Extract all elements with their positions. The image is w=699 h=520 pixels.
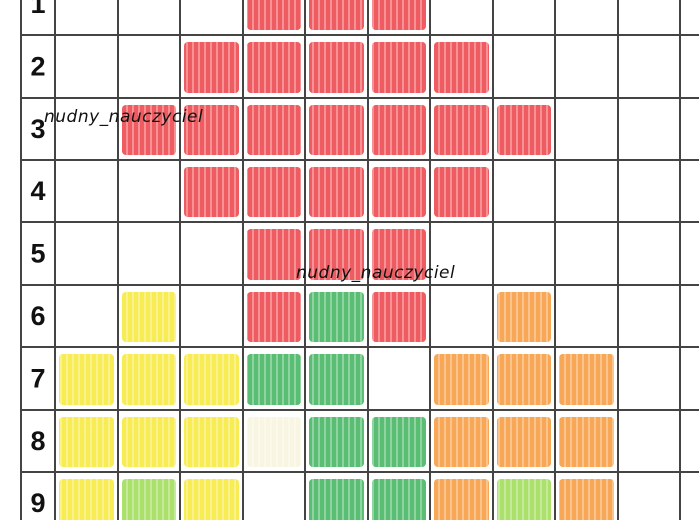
scribble-texture [247, 417, 301, 467]
scribble-texture [247, 42, 301, 93]
scribble-texture [122, 354, 176, 405]
row-label: 2 [30, 52, 45, 82]
scribble-texture [434, 167, 489, 217]
scribble-texture [372, 417, 426, 467]
scribble-texture [434, 42, 489, 93]
row-label: 3 [30, 114, 45, 144]
scribble-texture [309, 0, 364, 30]
scribble-texture [497, 105, 551, 155]
scribble-texture [122, 105, 176, 155]
row-label: 9 [30, 488, 45, 518]
scribble-texture [372, 167, 426, 217]
scribble-texture [497, 417, 551, 467]
scribble-texture [372, 105, 426, 155]
row-label: 8 [30, 426, 45, 456]
scribble-texture [184, 105, 239, 155]
scribble-texture [122, 479, 176, 520]
row-label: 4 [30, 176, 45, 206]
scribble-texture [247, 167, 301, 217]
row-label: 6 [30, 301, 45, 331]
scribble-texture [247, 354, 301, 405]
scribble-texture [59, 354, 114, 405]
scribble-texture [434, 417, 489, 467]
scribble-texture [184, 354, 239, 405]
scribble-texture [372, 0, 426, 30]
scribble-texture [122, 417, 176, 467]
scribble-texture [372, 42, 426, 93]
scribble-texture [372, 229, 426, 280]
scribble-texture [434, 479, 489, 520]
grid [20, 0, 699, 520]
watermark: nudny_nauczyciel [296, 263, 455, 283]
scribble-texture [184, 42, 239, 93]
scribble-texture [497, 292, 551, 342]
row-label: 5 [30, 239, 45, 269]
scribble-texture [309, 354, 364, 405]
scribble-texture [309, 479, 364, 520]
scribble-texture [184, 417, 239, 467]
scribble-texture [372, 292, 426, 342]
scribble-texture [309, 292, 364, 342]
scribble-texture [59, 417, 114, 467]
scribble-texture [184, 479, 239, 520]
scribble-texture [247, 292, 301, 342]
scribble-texture [122, 292, 176, 342]
scribble-texture [247, 229, 301, 280]
scribble-texture [497, 479, 551, 520]
scribble-texture [434, 105, 489, 155]
scribble-texture [247, 0, 301, 30]
scribble-texture [247, 105, 301, 155]
colored-cells [59, 0, 614, 520]
scribble-texture [559, 479, 614, 520]
scribble-texture [309, 229, 364, 280]
scribble-texture [309, 42, 364, 93]
scribble-texture [309, 417, 364, 467]
watermark: nudny_nauczyciel [44, 107, 203, 127]
scribble-texture [434, 354, 489, 405]
scribble-texture [309, 105, 364, 155]
scribble-texture [372, 479, 426, 520]
scribble-texture [559, 354, 614, 405]
scribble-texture [559, 417, 614, 467]
scribble-texture [59, 479, 114, 520]
scribble-texture [497, 354, 551, 405]
row-label: 1 [30, 0, 45, 19]
scribble-texture [184, 167, 239, 217]
scribble-texture [309, 167, 364, 217]
row-labels: 1 2 3 4 5 6 7 8 9 [30, 0, 45, 518]
row-label: 7 [30, 364, 45, 394]
